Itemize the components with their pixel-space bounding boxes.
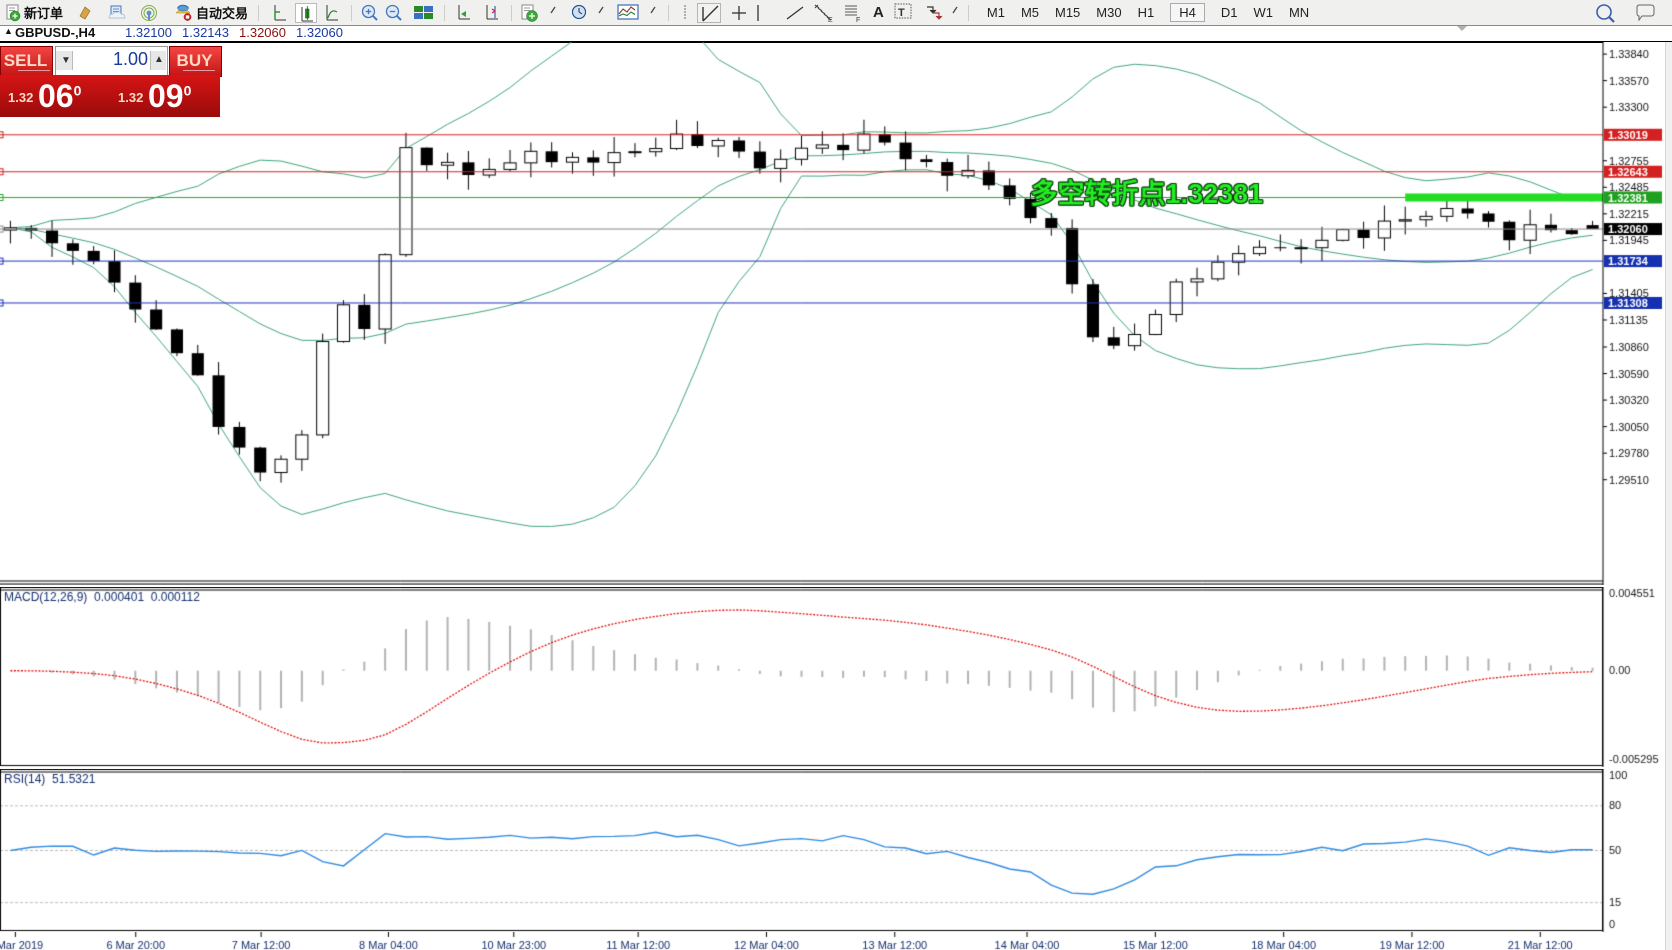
- svg-text:F: F: [856, 17, 860, 23]
- svg-text:T: T: [898, 7, 905, 19]
- svg-text:E: E: [828, 17, 833, 23]
